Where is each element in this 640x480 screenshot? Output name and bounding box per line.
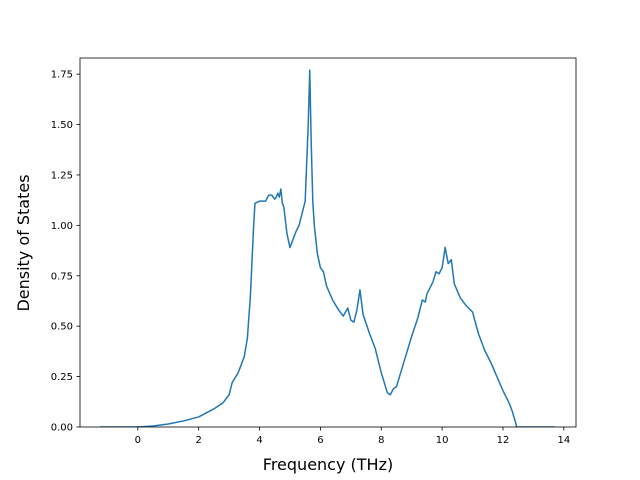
y-axis-label: Density of States [14,174,33,311]
y-axis: 0.00 0.25 0.50 0.75 1.00 1.25 1.50 1.75 [51,70,80,434]
y-tick-label: 1.25 [51,170,73,181]
x-tick-label: 2 [195,435,201,446]
x-tick-label: 0 [135,435,141,446]
y-tick-label: 1.00 [51,221,73,232]
y-tick-label: 0.75 [51,271,73,282]
x-axis: 0 2 4 6 8 10 12 14 [135,427,570,446]
y-tick-label: 1.75 [51,70,73,81]
x-tick-label: 10 [436,435,449,446]
plot-frame [79,57,577,428]
x-tick-label: 14 [557,435,570,446]
dos-series-line-0 [99,69,555,427]
x-tick-label: 6 [317,435,323,446]
x-tick-label: 12 [497,435,510,446]
y-tick-label: 0.50 [51,322,73,333]
y-tick-label: 0.25 [51,372,73,383]
y-tick-label: 0.00 [51,423,73,434]
x-tick-label: 8 [378,435,384,446]
y-tick-label: 1.50 [51,120,73,131]
plot-area [79,57,577,428]
x-tick-label: 4 [256,435,262,446]
x-axis-label: Frequency (THz) [263,455,393,474]
